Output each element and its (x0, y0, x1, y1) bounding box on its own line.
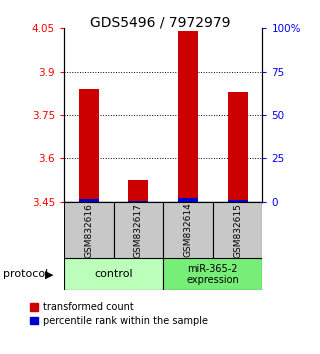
Bar (64, 258, 163, 290)
Bar (163, 202, 213, 258)
Bar (228, 92, 248, 202)
Bar (129, 201, 148, 202)
Bar (213, 202, 262, 258)
Bar (64, 202, 114, 258)
Bar (163, 258, 262, 290)
Bar (129, 180, 148, 202)
Text: miR-365-2
expression: miR-365-2 expression (187, 263, 239, 285)
Bar (178, 198, 198, 202)
Text: GSM832614: GSM832614 (183, 203, 193, 257)
Text: protocol: protocol (3, 269, 48, 279)
Text: GDS5496 / 7972979: GDS5496 / 7972979 (90, 16, 230, 30)
Text: GSM832616: GSM832616 (84, 202, 93, 258)
Bar (228, 200, 248, 202)
Text: GSM832615: GSM832615 (233, 202, 242, 258)
Bar (178, 31, 198, 202)
Legend: transformed count, percentile rank within the sample: transformed count, percentile rank withi… (30, 302, 208, 326)
Bar (79, 89, 99, 202)
Bar (114, 202, 163, 258)
Text: ▶: ▶ (45, 269, 54, 279)
Text: control: control (94, 269, 133, 279)
Bar (79, 199, 99, 202)
Text: GSM832617: GSM832617 (134, 202, 143, 258)
